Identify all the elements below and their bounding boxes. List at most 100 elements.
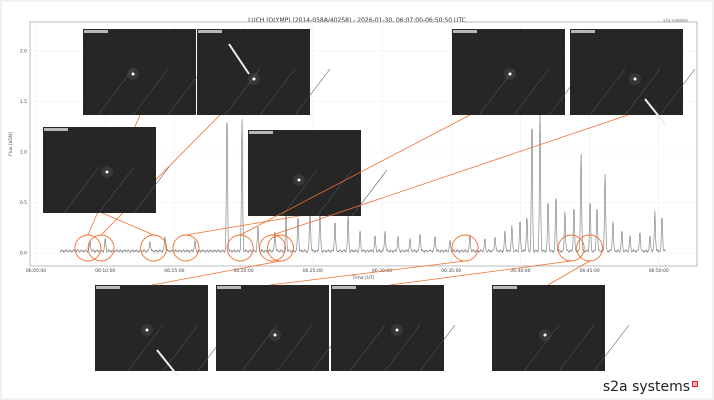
star-trail <box>224 68 261 116</box>
bright-streak <box>644 98 666 125</box>
star-trail <box>133 166 170 214</box>
inset-label-bar <box>198 30 222 33</box>
inset-background <box>492 285 605 371</box>
inset-label-bar <box>84 30 108 33</box>
star-trail <box>349 324 386 372</box>
highlight-circle <box>74 234 102 262</box>
inset-label-bar <box>217 286 241 289</box>
inset-background <box>452 29 565 115</box>
x-tick-label: 06:45:00 <box>579 268 599 274</box>
x-tick-label: 06:10:00 <box>95 268 115 274</box>
leader-line <box>151 260 281 286</box>
x-tick-label: 06:05:00 <box>26 268 46 274</box>
highlight-circle <box>258 234 286 262</box>
y-tick-label: 0.0 <box>20 251 27 257</box>
star-trail <box>97 68 134 116</box>
highlight-circle <box>576 234 604 262</box>
star-trail <box>241 324 278 372</box>
bright-streak <box>228 43 250 75</box>
inset-image <box>452 29 585 116</box>
highlight-circle <box>557 234 585 262</box>
star-trail <box>513 68 550 116</box>
inset-image <box>492 285 630 372</box>
star-trail <box>523 324 560 372</box>
star-trail <box>63 166 100 214</box>
inset-label-bar <box>453 30 477 33</box>
highlight-circle <box>172 234 200 262</box>
star-trail <box>259 68 296 116</box>
star-trail <box>98 166 135 214</box>
star-trail <box>659 68 696 116</box>
inset-background <box>197 29 310 115</box>
star-trail <box>281 169 318 217</box>
inset-label-bar <box>493 286 517 289</box>
inset-label-bar <box>571 30 595 33</box>
y-tick-label: 1.0 <box>20 150 27 156</box>
star-trail <box>384 324 421 372</box>
inset-image <box>331 285 456 372</box>
star-trail <box>624 68 661 116</box>
inset-background <box>570 29 683 115</box>
inset-background <box>248 130 361 216</box>
star-trail <box>316 169 353 217</box>
satellite-point <box>543 333 547 337</box>
leader-line <box>389 260 572 286</box>
logo-square-icon <box>692 381 698 387</box>
y-tick-label: 0.5 <box>20 200 27 206</box>
x-tick-label: 06:20:00 <box>233 268 253 274</box>
y-tick-label: 2.0 <box>20 49 27 55</box>
inset-image <box>95 285 234 376</box>
inset-background <box>43 127 156 213</box>
leader-line <box>185 214 306 236</box>
satellite-point <box>131 72 135 76</box>
inset-background <box>95 285 208 371</box>
x-tick-label: 06:50:00 <box>649 268 669 274</box>
inset-background <box>331 285 444 371</box>
company-logo: s2a systems <box>603 379 698 395</box>
flux-series-line <box>59 111 666 254</box>
star-trail <box>478 68 515 116</box>
star-trail <box>593 324 630 372</box>
inset-label-bar <box>249 131 273 134</box>
satellite-point <box>145 328 149 332</box>
leader-line <box>272 114 629 236</box>
x-axis-label: Time (UT) <box>352 275 375 281</box>
star-trail <box>132 68 169 116</box>
highlight-circle <box>140 234 168 262</box>
inset-background <box>83 29 196 115</box>
leader-line <box>239 114 471 236</box>
satellite-point <box>508 72 512 76</box>
inset-label-bar <box>96 286 120 289</box>
star-trail <box>127 324 164 372</box>
star-trail <box>589 68 626 116</box>
highlight-circle <box>87 234 115 262</box>
star-trail <box>419 324 456 372</box>
leader-line <box>547 260 590 286</box>
star-trail <box>351 169 388 217</box>
satellite-point <box>395 328 399 332</box>
satellite-point <box>633 77 637 81</box>
satellite-point <box>252 77 256 81</box>
inset-image <box>43 127 170 214</box>
inset-image <box>216 285 348 372</box>
inset-background <box>216 285 329 371</box>
satellite-point <box>105 170 109 174</box>
bright-streak <box>156 349 178 376</box>
x-tick-label: 06:40:00 <box>510 268 530 274</box>
logo-text: s2a systems <box>602 379 690 395</box>
y-tick-label: 1.5 <box>20 99 27 105</box>
highlight-circle <box>451 234 479 262</box>
star-trail <box>294 68 331 116</box>
satellite-point <box>273 333 277 337</box>
inset-image <box>83 29 204 116</box>
leader-line <box>100 114 221 236</box>
inset-label-bar <box>44 128 68 131</box>
highlight-circle <box>267 234 294 262</box>
leader-line <box>99 211 154 236</box>
inset-image <box>570 29 696 125</box>
star-trail <box>276 324 313 372</box>
inset-label-bar <box>332 286 356 289</box>
inset-image <box>197 29 331 116</box>
satellite-point <box>297 178 301 182</box>
